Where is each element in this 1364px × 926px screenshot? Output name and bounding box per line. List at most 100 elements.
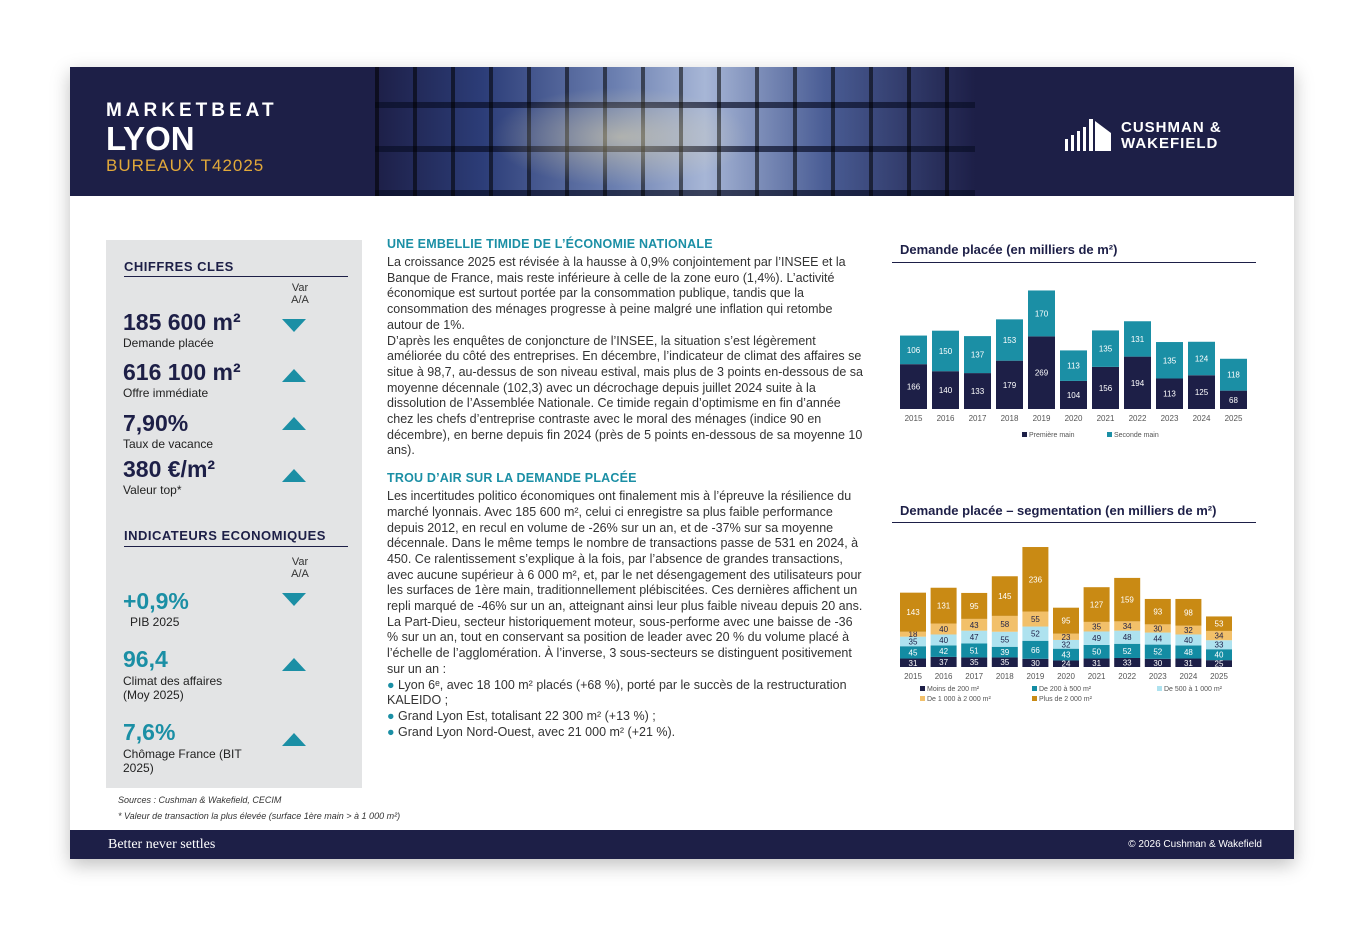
data-label: 166 [907, 383, 921, 392]
list-item-text: Lyon 6ᵉ, avec 18 100 m² placés (+68 %), … [387, 677, 847, 708]
legend-label: Moins de 200 m² [927, 686, 980, 693]
data-label: 30 [1031, 659, 1040, 668]
chart-bar-segment [900, 592, 926, 632]
data-label: 48 [1123, 633, 1132, 642]
x-tick-label: 2022 [1129, 414, 1147, 423]
marketbeat-title: MARKETBEAT [106, 100, 278, 121]
data-label: 118 [1227, 371, 1240, 380]
chart-bar-segment [1114, 577, 1141, 622]
chart-bar [1156, 342, 1183, 379]
chart-bar [1092, 330, 1119, 367]
data-label: 113 [1067, 362, 1080, 371]
chart-bar-segment [991, 576, 1018, 616]
chart-bar [900, 364, 927, 409]
chart-bar [932, 330, 959, 372]
data-label: 135 [1163, 356, 1177, 365]
chart-bar-segment [1022, 611, 1049, 627]
data-label: 34 [1123, 622, 1132, 631]
chart-bar [1028, 290, 1055, 337]
chart-bar-segment [1022, 626, 1049, 641]
trend-down-icon [282, 593, 306, 606]
legend-label: De 1 000 à 2 000 m² [927, 696, 991, 703]
chart-bar-segment [1144, 658, 1171, 667]
logo-line-2: WAKEFIELD [1121, 135, 1219, 152]
data-label: 150 [939, 347, 953, 356]
data-label: 145 [998, 592, 1012, 601]
legend-label: De 200 à 500 m² [1039, 686, 1092, 693]
logo-wordmark: CUSHMAN & WAKEFIELD [1121, 120, 1222, 152]
data-label: 52 [1031, 630, 1040, 639]
data-label: 269 [1035, 369, 1049, 378]
data-label: 93 [1153, 608, 1162, 617]
chart-bar-segment [1083, 621, 1110, 632]
list-item: ● Lyon 6ᵉ, avec 18 100 m² placés (+68 %)… [387, 678, 867, 709]
data-label: 43 [1062, 651, 1071, 660]
indicator-label-gdp: PIB 2025 [130, 615, 180, 629]
data-label: 124 [1195, 355, 1209, 364]
chart-bar-segment [991, 631, 1018, 647]
logo-line-1: CUSHMAN & [1121, 119, 1222, 136]
article-paragraph: D’après les enquêtes de conjoncture de l… [387, 333, 863, 458]
legend-swatch [1157, 686, 1162, 691]
data-label: 113 [1163, 390, 1176, 399]
chart-bar-segment [1175, 625, 1202, 635]
chart-bar [1060, 380, 1087, 409]
data-label: 35 [970, 658, 979, 667]
data-label: 156 [1099, 384, 1113, 393]
data-label: 18 [909, 630, 918, 639]
kpi-value-vacancy: 7,90% [123, 410, 189, 436]
data-label: 55 [1031, 615, 1040, 624]
legend-label: Seconde main [1114, 432, 1159, 439]
trend-up-icon [282, 469, 306, 482]
economic-indicators-divider [124, 546, 348, 547]
data-label: 25 [1215, 660, 1224, 669]
chart-demand: 166 106 2015 140 150 2016 133 137 2017 179 153 2018… [900, 290, 1247, 439]
legend-label: De 500 à 1 000 m² [1164, 686, 1223, 693]
data-label: 52 [1123, 647, 1132, 656]
data-label: 35 [1092, 623, 1101, 632]
report-footer: Better never settles © 2026 Cushman & Wa… [70, 830, 1294, 859]
chart-bar-segment [1083, 631, 1110, 645]
data-label: 30 [1153, 659, 1162, 668]
data-label: 30 [1153, 624, 1162, 633]
var-period-label: A/A [291, 294, 309, 306]
indicator-value-unemployment: 7,6% [123, 719, 176, 745]
building-photo-lights [490, 87, 750, 187]
data-label: 55 [1000, 635, 1009, 644]
data-label: 68 [1229, 396, 1238, 405]
chart-bar [1124, 321, 1151, 357]
data-label: 140 [939, 386, 953, 395]
legend-swatch [1032, 686, 1037, 691]
chart-bar-segment [1053, 633, 1079, 640]
chart-bar-segment [930, 634, 957, 646]
x-tick-label: 2019 [1027, 672, 1045, 681]
x-tick-label: 2017 [965, 672, 983, 681]
x-tick-label: 2018 [996, 672, 1014, 681]
chart1-title-divider [892, 262, 1256, 263]
chart-bar-segment [900, 636, 926, 647]
legend-label: Plus de 2 000 m² [1039, 696, 1093, 703]
legend-swatch [1032, 696, 1037, 701]
chart-bar-segment [961, 592, 988, 619]
chart-bar [1156, 378, 1183, 409]
chart-bar-segment [1206, 630, 1232, 641]
data-label: 153 [1003, 336, 1017, 345]
x-tick-label: 2025 [1210, 672, 1228, 681]
chart-bar-segment [1206, 649, 1232, 661]
x-tick-label: 2021 [1097, 414, 1115, 423]
data-label: 35 [1000, 658, 1009, 667]
indicator-value-business-climate: 96,4 [123, 646, 168, 672]
list-item-text: Grand Lyon Est, totalisant 22 300 m² (+1… [398, 708, 656, 723]
x-tick-label: 2015 [905, 414, 923, 423]
var-label: Var [291, 282, 309, 294]
data-label: 133 [971, 387, 985, 396]
article-paragraph: La croissance 2025 est révisée à la haus… [387, 255, 846, 332]
chart-bar-segment [1053, 660, 1079, 667]
chart-bar-segment [1022, 547, 1049, 612]
indicator-label-business-climate: Climat des affaires [123, 674, 223, 688]
x-tick-label: 2017 [969, 414, 987, 423]
report-header: MARKETBEAT LYON BUREAUX T42025 CUSHMAN &… [70, 67, 1294, 196]
top-value-footnote: * Valeur de transaction la plus élevée (… [118, 811, 401, 821]
chart-bar-segment [991, 615, 1018, 632]
chart-bar-segment [961, 630, 988, 644]
